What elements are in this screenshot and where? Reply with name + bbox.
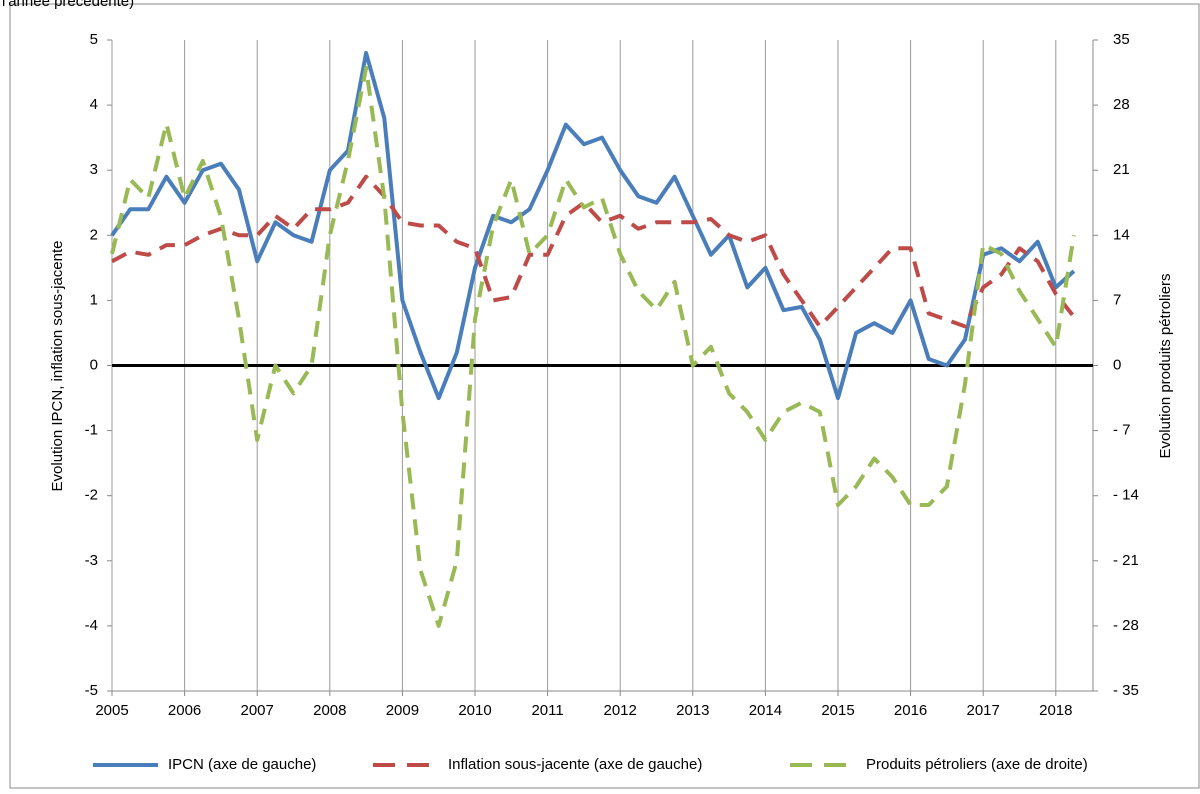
y-tick-label: -1 bbox=[85, 422, 98, 439]
chart-frame bbox=[9, 3, 1200, 789]
y2-tick-label: - 7 bbox=[1113, 422, 1131, 439]
chart-title: l'année précédente) bbox=[2, 0, 134, 10]
y2-tick-label: - 28 bbox=[1113, 617, 1139, 634]
legend-label: Inflation sous-jacente (axe de gauche) bbox=[448, 756, 702, 773]
legend-label: IPCN (axe de gauche) bbox=[168, 756, 316, 773]
y2-tick-label: - 35 bbox=[1113, 682, 1139, 699]
x-tick-label: 2012 bbox=[604, 702, 637, 719]
x-tick-label: 2018 bbox=[1039, 702, 1072, 719]
x-tick-label: 2008 bbox=[313, 702, 346, 719]
y-tick-label: 4 bbox=[90, 96, 98, 113]
y-axis-label: Evolution IPCN, inflation sous-jacente bbox=[49, 241, 66, 492]
series-line bbox=[110, 51, 1076, 401]
x-tick-label: 2011 bbox=[531, 702, 563, 719]
x-tick-label: 2016 bbox=[894, 702, 927, 719]
legend-label: Produits pétroliers (axe de droite) bbox=[866, 756, 1088, 773]
x-tick-label: 2017 bbox=[967, 702, 1000, 719]
y2-tick-label: 7 bbox=[1113, 291, 1121, 308]
y2-axis-label: Evolution produits pétroliers bbox=[1157, 273, 1174, 458]
y-tick-label: -3 bbox=[85, 552, 98, 569]
y2-tick-label: - 21 bbox=[1113, 552, 1139, 569]
y2-tick-label: 28 bbox=[1113, 96, 1130, 113]
x-tick-label: 2013 bbox=[676, 702, 709, 719]
series-line bbox=[110, 65, 1076, 628]
y-tick-label: 1 bbox=[90, 291, 98, 308]
y2-tick-label: 0 bbox=[1113, 356, 1121, 373]
x-tick-label: 2009 bbox=[386, 702, 419, 719]
y2-tick-label: 14 bbox=[1113, 226, 1130, 243]
y-tick-label: 5 bbox=[90, 31, 98, 48]
y2-tick-label: 35 bbox=[1113, 31, 1130, 48]
y-tick-label: 0 bbox=[90, 356, 98, 373]
y2-tick-label: - 14 bbox=[1113, 487, 1139, 504]
y-tick-label: -2 bbox=[85, 487, 98, 504]
x-tick-label: 2015 bbox=[821, 702, 854, 719]
y-tick-label: 3 bbox=[90, 161, 98, 178]
x-tick-label: 2005 bbox=[95, 702, 128, 719]
x-tick-label: 2006 bbox=[168, 702, 201, 719]
y-tick-label: 2 bbox=[90, 226, 98, 243]
y2-tick-label: 21 bbox=[1113, 161, 1130, 178]
x-tick-label: 2014 bbox=[749, 702, 782, 719]
x-tick-label: 2007 bbox=[241, 702, 274, 719]
x-tick-label: 2010 bbox=[458, 702, 491, 719]
y-tick-label: -5 bbox=[85, 682, 98, 699]
series-line bbox=[111, 174, 1076, 329]
y-tick-label: -4 bbox=[85, 617, 98, 634]
